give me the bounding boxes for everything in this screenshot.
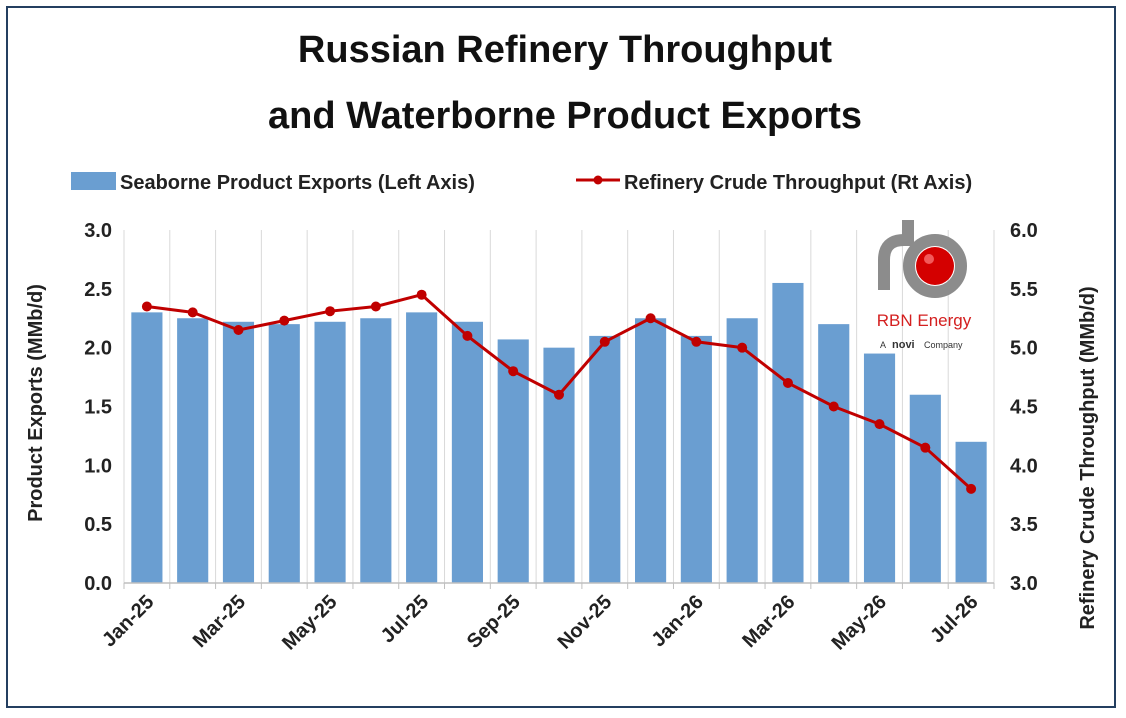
throughput-point-Oct-25 — [554, 389, 564, 400]
bar-Jan-26 — [680, 335, 712, 583]
right-axis-title: Refinery Crude Throughput (MMb/d) — [1077, 286, 1099, 629]
throughput-point-Jul-25 — [416, 289, 427, 300]
x-tick-label: Sep-25 — [463, 591, 525, 653]
right-tick-label: 4.5 — [1010, 397, 1038, 419]
right-tick-label: 5.0 — [1010, 338, 1038, 360]
left-tick-labels: 0.0 0.5 1.0 1.5 2.0 2.5 3.0 — [84, 220, 112, 595]
logo-company-brand: novi — [892, 339, 915, 351]
gridlines — [123, 230, 995, 583]
bar-Dec-25 — [635, 318, 667, 583]
chart-title-line-1: Russian Refinery Throughput — [298, 29, 832, 71]
logo-ball-icon — [916, 247, 954, 285]
throughput-point-Mar-25 — [233, 325, 244, 336]
bar-Feb-25 — [177, 318, 209, 583]
legend-line-label: Refinery Crude Throughput (Rt Axis) — [624, 172, 972, 194]
bar-Mar-26 — [772, 282, 804, 583]
chart: Russian Refinery Throughput and Waterbor… — [25, 29, 1099, 655]
legend-bar-label: Seaborne Product Exports (Left Axis) — [120, 172, 475, 194]
left-axis-title: Product Exports (MMb/d) — [25, 284, 47, 522]
x-tick-label: May-25 — [278, 591, 342, 655]
rbn-energy-logo: RBN Energy A novi Company — [877, 220, 972, 351]
throughput-point-Aug-25 — [462, 330, 473, 341]
right-tick-label: 5.5 — [1010, 279, 1038, 301]
throughput-point-Jan-25 — [141, 301, 152, 312]
bar-Jan-25 — [131, 312, 163, 583]
chart-title-line-2: and Waterborne Product Exports — [268, 95, 862, 137]
logo-brand-name: RBN Energy — [877, 311, 972, 330]
bar-Oct-25 — [543, 347, 575, 583]
right-tick-label: 6.0 — [1010, 220, 1038, 242]
throughput-point-Jun-25 — [370, 301, 381, 312]
x-tick-label: Mar-25 — [189, 591, 250, 652]
bar-Jun-25 — [360, 318, 392, 583]
throughput-point-Jul-26 — [966, 483, 977, 494]
left-tick-label: 2.5 — [84, 279, 112, 301]
left-tick-label: 1.5 — [84, 397, 112, 419]
x-tick-labels: Jan-25 Mar-25 May-25 Jul-25 Sep-25 Nov-25 Jan-… — [98, 591, 983, 655]
throughput-point-May-26 — [874, 419, 885, 430]
axes — [123, 582, 995, 589]
bar-Apr-25 — [268, 324, 300, 583]
legend-bar-swatch — [71, 172, 116, 190]
throughput-point-Feb-26 — [737, 342, 748, 353]
bar-Aug-25 — [451, 321, 483, 583]
x-tick-label: Jan-25 — [98, 591, 158, 651]
bar-Feb-26 — [726, 318, 758, 583]
legend: Seaborne Product Exports (Left Axis) Ref… — [71, 172, 972, 194]
right-tick-label: 3.5 — [1010, 514, 1038, 536]
bar-Jun-26 — [909, 394, 941, 583]
right-tick-labels: 3.0 3.5 4.0 4.5 5.0 5.5 6.0 — [1010, 220, 1038, 595]
x-tick-label: Nov-25 — [554, 591, 617, 654]
left-tick-label: 3.0 — [84, 220, 112, 242]
logo-ball-highlight-icon — [924, 254, 934, 264]
left-tick-label: 1.0 — [84, 455, 112, 477]
logo-company-suffix: Company — [924, 340, 963, 350]
x-tick-label: Mar-26 — [738, 591, 799, 652]
chart-frame: Russian Refinery Throughput and Waterbor… — [6, 6, 1116, 708]
bars — [131, 282, 987, 583]
throughput-point-Nov-25 — [599, 336, 610, 347]
bar-May-26 — [863, 353, 896, 583]
logo-ring-icon — [903, 234, 967, 298]
throughput-point-Feb-25 — [187, 307, 198, 318]
left-tick-label: 0.5 — [84, 514, 112, 536]
throughput-point-Apr-25 — [279, 315, 290, 326]
bar-Jul-25 — [406, 312, 438, 583]
throughput-point-May-25 — [325, 306, 336, 317]
logo-company-prefix: A — [880, 340, 886, 350]
left-tick-label: 2.0 — [84, 338, 112, 360]
bar-Jul-26 — [955, 441, 987, 583]
bar-May-25 — [314, 321, 346, 583]
throughput-point-Jan-26 — [691, 336, 702, 347]
legend-line-marker — [593, 175, 603, 185]
bar-Sep-25 — [497, 339, 529, 583]
x-tick-label: May-26 — [828, 591, 892, 655]
x-tick-label: Jul-26 — [926, 591, 982, 647]
bar-Apr-26 — [818, 324, 850, 583]
bar-Mar-25 — [222, 321, 255, 583]
logo-pipe-icon — [878, 220, 914, 290]
bar-Nov-25 — [589, 335, 621, 583]
x-tick-label: Jan-26 — [648, 591, 708, 651]
right-tick-label: 3.0 — [1010, 573, 1038, 595]
throughput-point-Mar-26 — [782, 377, 793, 388]
line-series — [141, 289, 977, 494]
throughput-point-Apr-26 — [828, 401, 839, 412]
throughput-point-Sep-25 — [508, 366, 519, 377]
x-tick-label: Jul-25 — [377, 591, 433, 647]
throughput-point-Dec-25 — [645, 313, 656, 324]
throughput-point-Jun-26 — [920, 442, 931, 453]
left-tick-label: 0.0 — [84, 573, 112, 595]
right-tick-label: 4.0 — [1010, 455, 1038, 477]
